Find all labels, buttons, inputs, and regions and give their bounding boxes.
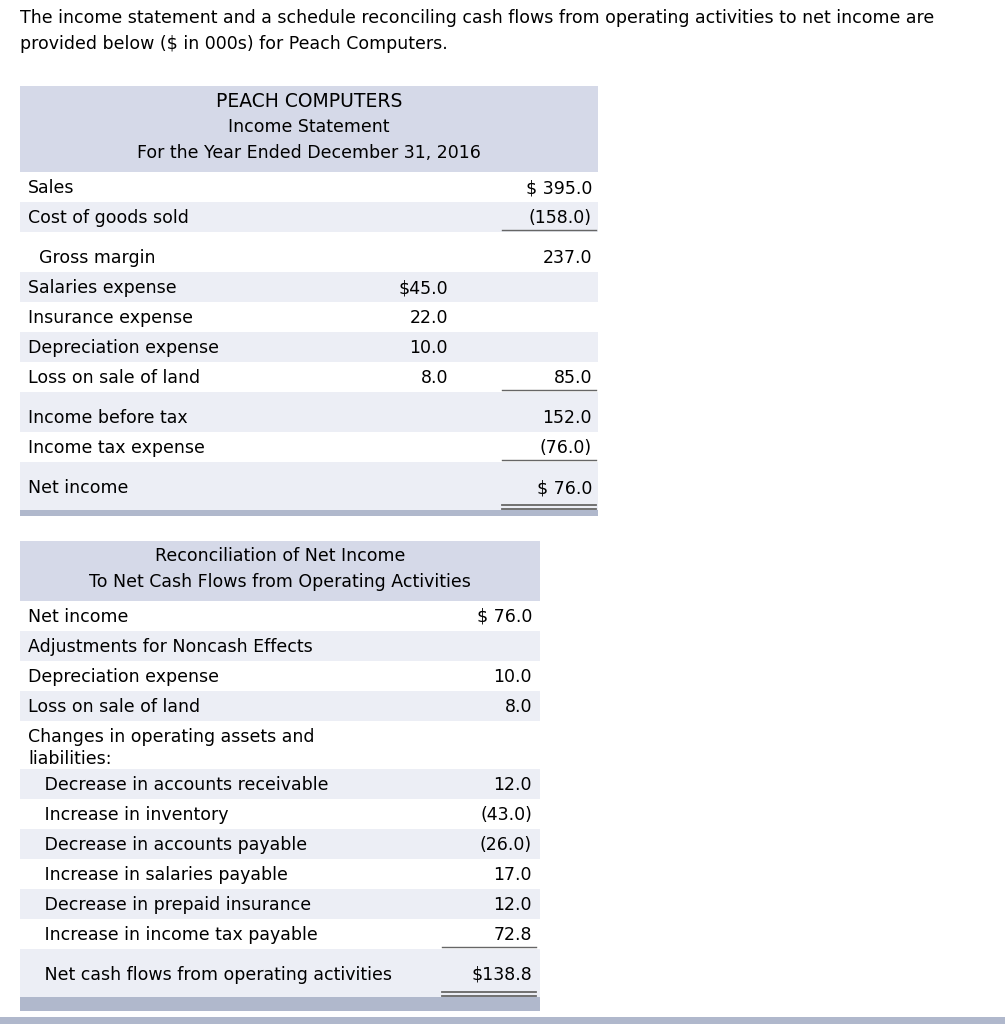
Text: Adjustments for Noncash Effects: Adjustments for Noncash Effects xyxy=(28,638,313,656)
Text: 237.0: 237.0 xyxy=(543,249,592,267)
FancyBboxPatch shape xyxy=(20,432,598,462)
Text: Net income: Net income xyxy=(28,479,129,497)
Text: (26.0): (26.0) xyxy=(479,836,532,854)
Text: Depreciation expense: Depreciation expense xyxy=(28,339,219,357)
FancyBboxPatch shape xyxy=(20,959,540,997)
Text: To Net Cash Flows from Operating Activities: To Net Cash Flows from Operating Activit… xyxy=(89,573,471,591)
FancyBboxPatch shape xyxy=(20,362,598,392)
Text: For the Year Ended December 31, 2016: For the Year Ended December 31, 2016 xyxy=(137,144,481,162)
FancyBboxPatch shape xyxy=(20,949,540,959)
Text: Reconciliation of Net Income: Reconciliation of Net Income xyxy=(155,547,405,565)
FancyBboxPatch shape xyxy=(20,919,540,949)
FancyBboxPatch shape xyxy=(20,829,540,859)
FancyBboxPatch shape xyxy=(20,541,540,601)
FancyBboxPatch shape xyxy=(20,743,540,769)
Text: Decrease in accounts receivable: Decrease in accounts receivable xyxy=(28,776,329,794)
Text: 8.0: 8.0 xyxy=(420,369,448,387)
Text: Decrease in prepaid insurance: Decrease in prepaid insurance xyxy=(28,896,312,914)
FancyBboxPatch shape xyxy=(20,462,598,472)
FancyBboxPatch shape xyxy=(20,302,598,332)
FancyBboxPatch shape xyxy=(20,510,598,516)
Text: (158.0): (158.0) xyxy=(529,209,592,227)
FancyBboxPatch shape xyxy=(20,472,598,510)
Text: 17.0: 17.0 xyxy=(493,866,532,884)
FancyBboxPatch shape xyxy=(20,402,598,432)
Text: $138.8: $138.8 xyxy=(471,966,532,984)
Text: Changes in operating assets and: Changes in operating assets and xyxy=(28,728,315,746)
FancyBboxPatch shape xyxy=(20,242,598,272)
Text: $ 395.0: $ 395.0 xyxy=(526,179,592,197)
Text: Income tax expense: Income tax expense xyxy=(28,439,205,457)
FancyBboxPatch shape xyxy=(20,799,540,829)
Text: $45.0: $45.0 xyxy=(398,279,448,297)
Text: Gross margin: Gross margin xyxy=(28,249,156,267)
Text: Increase in inventory: Increase in inventory xyxy=(28,806,228,824)
Text: Increase in salaries payable: Increase in salaries payable xyxy=(28,866,287,884)
FancyBboxPatch shape xyxy=(20,769,540,799)
Text: Income before tax: Income before tax xyxy=(28,409,188,427)
FancyBboxPatch shape xyxy=(0,1017,1005,1024)
FancyBboxPatch shape xyxy=(20,202,598,232)
Text: Increase in income tax payable: Increase in income tax payable xyxy=(28,926,318,944)
Text: 10.0: 10.0 xyxy=(409,339,448,357)
FancyBboxPatch shape xyxy=(20,332,598,362)
FancyBboxPatch shape xyxy=(20,232,598,242)
FancyBboxPatch shape xyxy=(20,859,540,889)
Text: Net income: Net income xyxy=(28,608,129,626)
FancyBboxPatch shape xyxy=(20,172,598,202)
FancyBboxPatch shape xyxy=(20,86,598,172)
Text: 8.0: 8.0 xyxy=(505,698,532,716)
FancyBboxPatch shape xyxy=(20,997,540,1011)
Text: (76.0): (76.0) xyxy=(540,439,592,457)
Text: Net cash flows from operating activities: Net cash flows from operating activities xyxy=(28,966,392,984)
Text: Depreciation expense: Depreciation expense xyxy=(28,668,219,686)
Text: 12.0: 12.0 xyxy=(493,896,532,914)
FancyBboxPatch shape xyxy=(20,601,540,631)
Text: 85.0: 85.0 xyxy=(554,369,592,387)
Text: $ 76.0: $ 76.0 xyxy=(537,479,592,497)
FancyBboxPatch shape xyxy=(20,662,540,691)
Text: $ 76.0: $ 76.0 xyxy=(476,608,532,626)
Text: liabilities:: liabilities: xyxy=(28,750,112,768)
FancyBboxPatch shape xyxy=(20,691,540,721)
Text: 152.0: 152.0 xyxy=(543,409,592,427)
Text: Decrease in accounts payable: Decrease in accounts payable xyxy=(28,836,308,854)
Text: Cost of goods sold: Cost of goods sold xyxy=(28,209,189,227)
Text: The income statement and a schedule reconciling cash flows from operating activi: The income statement and a schedule reco… xyxy=(20,9,935,52)
Text: Salaries expense: Salaries expense xyxy=(28,279,177,297)
Text: PEACH COMPUTERS: PEACH COMPUTERS xyxy=(216,92,402,111)
FancyBboxPatch shape xyxy=(20,889,540,919)
Text: 22.0: 22.0 xyxy=(409,309,448,327)
Text: 72.8: 72.8 xyxy=(493,926,532,944)
FancyBboxPatch shape xyxy=(20,721,540,743)
FancyBboxPatch shape xyxy=(20,392,598,402)
Text: (43.0): (43.0) xyxy=(480,806,532,824)
Text: Insurance expense: Insurance expense xyxy=(28,309,193,327)
Text: Loss on sale of land: Loss on sale of land xyxy=(28,698,200,716)
Text: Sales: Sales xyxy=(28,179,74,197)
Text: 10.0: 10.0 xyxy=(493,668,532,686)
FancyBboxPatch shape xyxy=(20,631,540,662)
Text: Loss on sale of land: Loss on sale of land xyxy=(28,369,200,387)
Text: Income Statement: Income Statement xyxy=(228,118,390,136)
Text: 12.0: 12.0 xyxy=(493,776,532,794)
FancyBboxPatch shape xyxy=(20,272,598,302)
